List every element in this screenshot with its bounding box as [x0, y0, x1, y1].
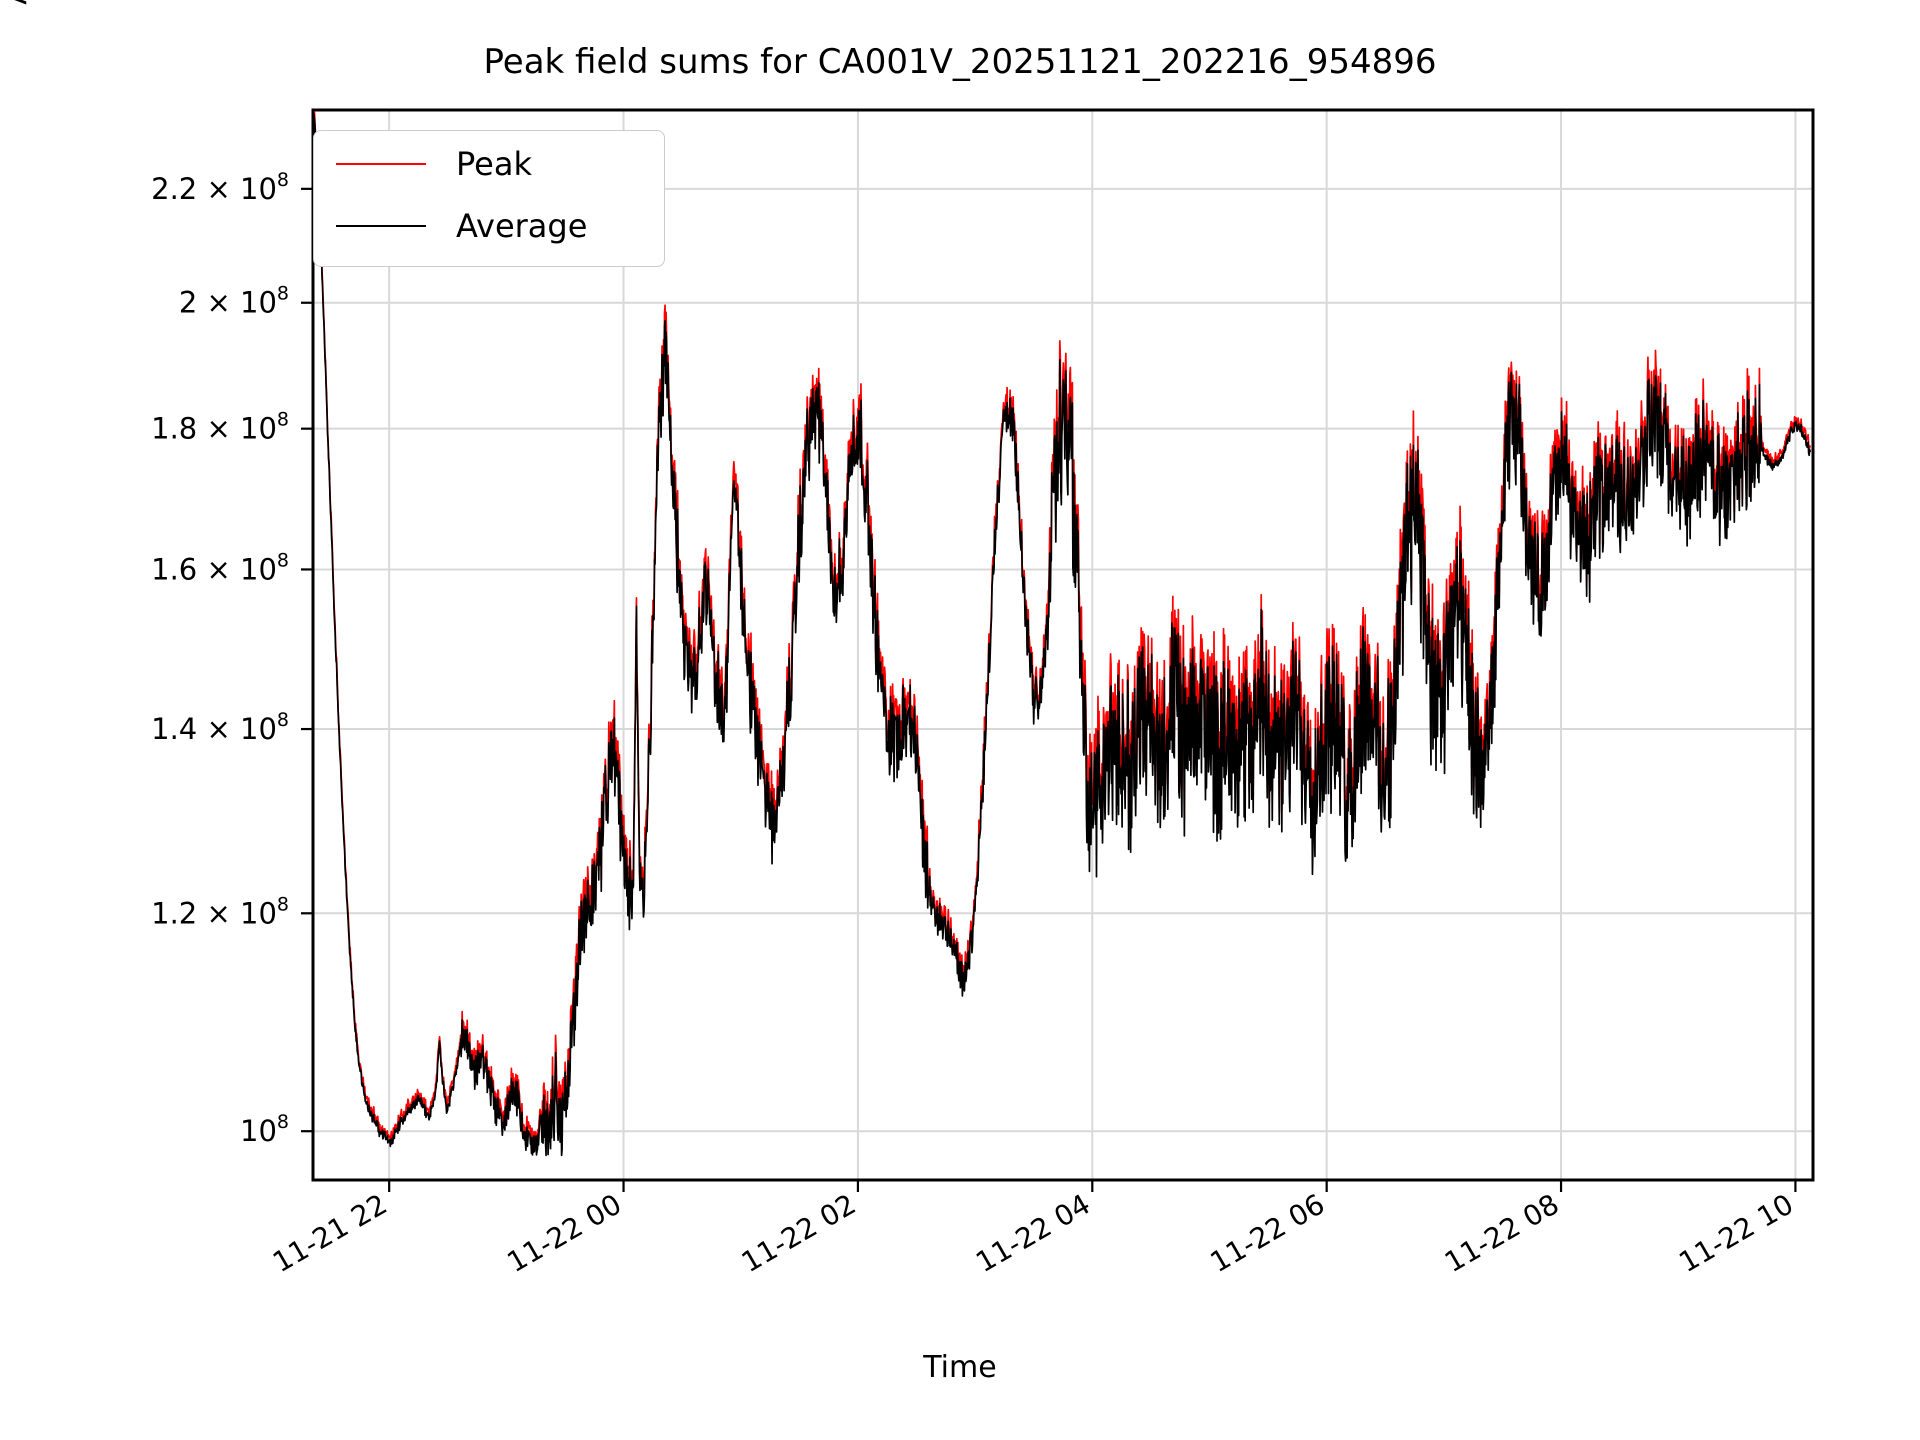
axis-ticks: [301, 187, 1797, 1192]
legend-item-peak[interactable]: Peak: [314, 135, 664, 193]
legend-swatch-average: [336, 225, 426, 227]
y-tick-label: 1.2 × 108: [151, 893, 289, 930]
y-tick-label: 1.6 × 108: [151, 549, 289, 586]
x-tick-label: 11-22 08: [1439, 1187, 1565, 1279]
series-line-average: [314, 111, 1811, 1157]
legend-label-peak: Peak: [456, 145, 532, 183]
x-tick-label: 11-22 10: [1673, 1187, 1799, 1279]
x-axis-label: Time: [923, 1350, 997, 1385]
legend[interactable]: Peak Average: [313, 130, 665, 267]
axes-frame: [311, 108, 1815, 1182]
x-tick-label: 11-22 02: [736, 1187, 862, 1279]
y-tick-label: 1.4 × 108: [151, 709, 289, 746]
grid-lines: [313, 110, 1813, 1180]
legend-label-average: Average: [456, 207, 588, 245]
x-tick-label: 11-21 22: [267, 1187, 393, 1279]
y-tick-label: 1.8 × 108: [151, 409, 289, 446]
y-tick-label: 108: [240, 1111, 289, 1148]
y-tick-label: 2 × 108: [179, 283, 289, 320]
x-tick-label: 11-22 04: [970, 1187, 1096, 1279]
y-tick-label: 2.2 × 108: [151, 169, 289, 206]
x-tick-label: 11-22 06: [1205, 1187, 1331, 1279]
legend-swatch-peak: [336, 163, 426, 165]
legend-item-average[interactable]: Average: [314, 197, 664, 255]
x-tick-label: 11-22 00: [502, 1187, 628, 1279]
page-title: Peak field sums for CA001V_20251121_2022…: [483, 42, 1437, 82]
y-tick-labels: 2.2 × 108 2 × 108 1.8 × 108 1.6 × 108 1.4 × …: [151, 169, 289, 1148]
x-tick-labels: 11-21 22 11-22 00 11-22 02 11-22 04 11-22 06…: [267, 1187, 1799, 1279]
